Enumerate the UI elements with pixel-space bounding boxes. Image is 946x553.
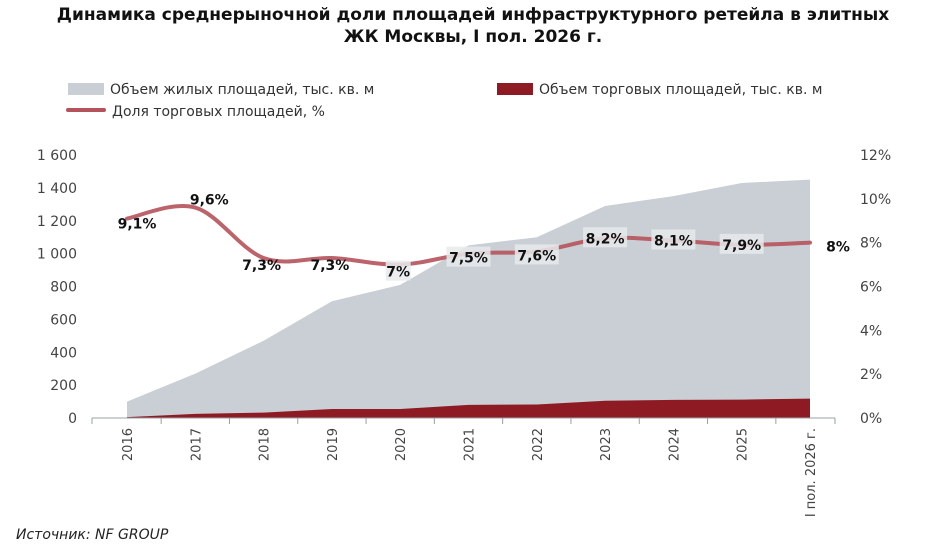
y-left-tick-label: 600 bbox=[50, 312, 77, 328]
share-data-label: 7,9% bbox=[719, 233, 764, 254]
y-right-tick-label: 12% bbox=[860, 148, 891, 164]
share-data-label-text: 8% bbox=[826, 240, 850, 256]
share-data-label: 8,1% bbox=[651, 229, 696, 250]
share-data-label-text: 7% bbox=[386, 265, 410, 281]
x-tick-label: I пол. 2026 г. bbox=[804, 428, 819, 517]
y-left-tick-label: 400 bbox=[50, 345, 77, 361]
share-data-label-text: 8,1% bbox=[654, 233, 693, 249]
legend-share-label: Доля торговых площадей, % bbox=[112, 104, 325, 120]
x-tick-label: 2018 bbox=[258, 428, 273, 461]
y-right-tick-label: 10% bbox=[860, 192, 891, 208]
y-left-tick-label: 1 400 bbox=[37, 181, 77, 197]
share-data-label-bg bbox=[651, 229, 696, 250]
y-left-tick-label: 1 000 bbox=[37, 247, 77, 263]
share-data-label-bg bbox=[514, 244, 559, 265]
share-data-label-text: 9,6% bbox=[190, 193, 229, 209]
share-data-label-text: 9,1% bbox=[118, 217, 157, 233]
legend-share: Доля торговых площадей, % bbox=[66, 104, 325, 120]
x-tick-label: 2024 bbox=[667, 428, 682, 461]
share-data-label: 7,3% bbox=[242, 258, 281, 274]
y-right-tick-label: 4% bbox=[860, 323, 882, 339]
share-data-label: 7,5% bbox=[446, 246, 491, 267]
y-left-tick-label: 1 200 bbox=[37, 214, 77, 230]
legend-retail-swatch bbox=[497, 83, 533, 95]
share-data-label-bg bbox=[446, 246, 491, 267]
share-data-label: 7% bbox=[385, 260, 411, 281]
y-right-tick-label: 8% bbox=[860, 236, 882, 252]
legend-residential-swatch bbox=[68, 83, 104, 95]
x-tick-label: 2021 bbox=[463, 428, 478, 461]
legend-retail-label: Объем торговых площадей, тыс. кв. м bbox=[539, 82, 823, 98]
share-data-label-bg bbox=[583, 227, 628, 248]
x-tick-label: 2019 bbox=[326, 428, 341, 461]
share-data-label: 9,6% bbox=[190, 193, 229, 209]
share-data-label-text: 8,2% bbox=[586, 231, 625, 247]
share-data-label-text: 7,3% bbox=[242, 258, 281, 274]
y-left-tick-label: 0 bbox=[68, 411, 77, 427]
y-left-tick-label: 1 600 bbox=[37, 148, 77, 164]
y-right-tick-label: 2% bbox=[860, 367, 882, 383]
share-data-label-bg bbox=[385, 260, 411, 281]
share-data-label: 9,1% bbox=[118, 217, 157, 233]
x-tick-label: 2017 bbox=[189, 428, 204, 461]
y-left-tick-label: 800 bbox=[50, 280, 77, 296]
x-tick-label: 2020 bbox=[394, 428, 409, 461]
share-data-label-text: 7,6% bbox=[517, 248, 556, 264]
x-tick-label: 2023 bbox=[599, 428, 614, 461]
source-note: Источник: NF GROUP bbox=[16, 527, 169, 543]
share-data-label-text: 7,9% bbox=[722, 238, 761, 254]
share-data-label-bg bbox=[719, 233, 764, 254]
legend-residential: Объем жилых площадей, тыс. кв. м bbox=[68, 82, 374, 98]
retail-area bbox=[127, 398, 810, 418]
y-right-tick-label: 6% bbox=[860, 280, 882, 296]
legend-share-swatch bbox=[66, 108, 106, 112]
x-tick-label: 2016 bbox=[121, 428, 136, 461]
y-left-tick-label: 200 bbox=[50, 378, 77, 394]
y-right-tick-label: 0% bbox=[860, 411, 882, 427]
x-tick-label: 2022 bbox=[531, 428, 546, 461]
chart-title-line-2: ЖК Москвы, I пол. 2026 г. bbox=[343, 27, 603, 47]
x-tick-label: 2025 bbox=[736, 428, 751, 461]
share-data-label: 7,6% bbox=[514, 244, 559, 265]
share-data-label-text: 7,5% bbox=[449, 251, 488, 267]
share-data-label: 7,3% bbox=[310, 258, 349, 274]
share-data-label-text: 7,3% bbox=[310, 258, 349, 274]
chart-title-line-1: Динамика среднерыночной доли площадей ин… bbox=[56, 5, 890, 25]
share-data-label: 8,2% bbox=[583, 227, 628, 248]
chart-title: Динамика среднерыночной доли площадей ин… bbox=[0, 4, 946, 48]
residential-area bbox=[127, 179, 810, 418]
legend-retail: Объем торговых площадей, тыс. кв. м bbox=[497, 82, 822, 98]
legend-residential-label: Объем жилых площадей, тыс. кв. м bbox=[110, 82, 375, 98]
share-data-label: 8% bbox=[826, 240, 850, 256]
